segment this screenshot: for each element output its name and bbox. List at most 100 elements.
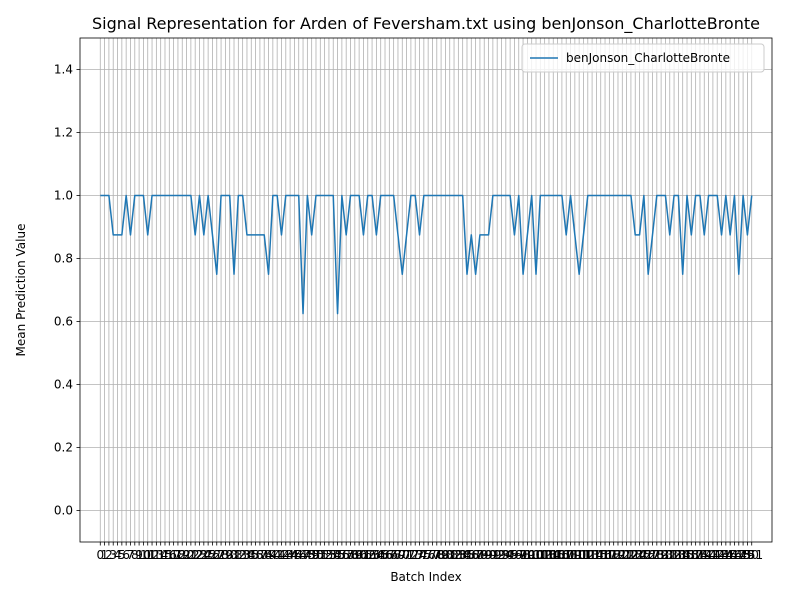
x-tick-label: 72: [403, 548, 418, 562]
x-tick-label: 134: [667, 548, 690, 562]
x-tick-label: 113: [576, 548, 599, 562]
x-tick-label: 23: [192, 548, 207, 562]
x-tick-label: 118: [598, 548, 621, 562]
x-tick-label: 74: [412, 548, 427, 562]
x-tick-label: 97: [511, 548, 526, 562]
x-tick-label: 8: [131, 548, 139, 562]
x-tick-label: 54: [326, 548, 341, 562]
legend: benJonson_CharlotteBronte: [521, 43, 765, 73]
x-tick-label: 49: [304, 548, 319, 562]
legend-label: benJonson_CharlotteBronte: [566, 51, 730, 65]
y-axis-title: Mean Prediction Value: [14, 224, 28, 357]
x-tick-label: 24: [196, 548, 211, 562]
x-tick-label: 116: [589, 548, 612, 562]
x-tick-label: 60: [351, 548, 366, 562]
x-tick-label: 62: [360, 548, 375, 562]
x-tick-label: 28: [213, 548, 228, 562]
x-tick-label: 95: [502, 548, 517, 562]
x-tick-label: 104: [538, 548, 561, 562]
x-tick-label: 9: [135, 548, 143, 562]
x-tick-label: 108: [555, 548, 578, 562]
x-tick-label: 39: [261, 548, 276, 562]
x-tick-label: 18: [170, 548, 185, 562]
x-tick-label: 30: [222, 548, 237, 562]
x-tick-label: 45: [287, 548, 302, 562]
x-tick-label: 87: [468, 548, 483, 562]
x-tick-label: 10: [136, 548, 151, 562]
y-tick-label: 0.0: [54, 504, 73, 518]
x-tick-label: 40: [265, 548, 280, 562]
x-tick-label: 58: [343, 548, 358, 562]
x-tick-label: 71: [399, 548, 414, 562]
x-tick-label: 121: [611, 548, 634, 562]
y-tick-label: 0.6: [54, 315, 73, 329]
x-tick-label: 136: [676, 548, 699, 562]
x-tick-label: 78: [429, 548, 444, 562]
x-tick-label: 31: [226, 548, 241, 562]
x-tick-label: 3: [109, 548, 117, 562]
x-tick-label: 98: [515, 548, 530, 562]
x-tick-label: 37: [252, 548, 267, 562]
x-tick-label: 100: [520, 548, 543, 562]
x-tick-label: 110: [563, 548, 586, 562]
x-tick-label: 142: [701, 548, 724, 562]
y-tick-label: 0.2: [54, 441, 73, 455]
x-tick-label: 6: [122, 548, 130, 562]
x-tick-label: 79: [433, 548, 448, 562]
x-tick-label: 131: [654, 548, 677, 562]
x-tick-label: 57: [339, 548, 354, 562]
x-tick-label: 141: [697, 548, 720, 562]
x-tick-label: 105: [542, 548, 565, 562]
x-axis-title: Batch Index: [390, 570, 461, 584]
x-tick-label: 13: [149, 548, 164, 562]
x-tick-label: 90: [481, 548, 496, 562]
x-tick-label: 7: [127, 548, 135, 562]
x-tick-label: 81: [442, 548, 457, 562]
x-tick-label: 96: [507, 548, 522, 562]
x-tick-label: 129: [645, 548, 668, 562]
x-tick-label: 2: [105, 548, 113, 562]
x-tick-label: 80: [438, 548, 453, 562]
x-tick-label: 73: [408, 548, 423, 562]
x-tick-label: 85: [459, 548, 474, 562]
x-tick-label: 117: [594, 548, 617, 562]
x-tick-label: 70: [395, 548, 410, 562]
x-tick-label: 66: [377, 548, 392, 562]
x-tick-label: 91: [485, 548, 500, 562]
x-tick-label: 89: [477, 548, 492, 562]
x-tick-label: 25: [200, 548, 215, 562]
x-tick-label: 119: [602, 548, 625, 562]
x-tick-label: 43: [278, 548, 293, 562]
x-tick-label: 123: [619, 548, 642, 562]
x-tick-label: 76: [421, 548, 436, 562]
x-tick-label: 44: [282, 548, 297, 562]
x-tick-label: 143: [706, 548, 729, 562]
x-tick-label: 41: [270, 548, 285, 562]
x-tick-label: 56: [334, 548, 349, 562]
x-tick-label: 11: [140, 548, 155, 562]
x-tick-label: 27: [209, 548, 224, 562]
x-tick-label: 84: [455, 548, 470, 562]
y-axis-ticks: 0.0 0.2 0.4 0.6 0.8 1.0 1.2 1.4: [54, 63, 80, 518]
x-tick-label: 114: [581, 548, 604, 562]
x-tick-label: 46: [291, 548, 306, 562]
x-tick-label: 63: [364, 548, 379, 562]
x-tick-label: 33: [235, 548, 250, 562]
x-tick-label: 68: [386, 548, 401, 562]
y-tick-label: 1.0: [54, 189, 73, 203]
x-tick-label: 112: [572, 548, 595, 562]
x-tick-label: 61: [356, 548, 371, 562]
x-tick-label: 127: [637, 548, 660, 562]
x-tick-label: 137: [680, 548, 703, 562]
x-tick-label: 147: [723, 548, 746, 562]
x-tick-label: 50: [308, 548, 323, 562]
x-tick-label: 88: [472, 548, 487, 562]
x-tick-label: 55: [330, 548, 345, 562]
x-tick-label: 99: [520, 548, 535, 562]
x-tick-label: 106: [546, 548, 569, 562]
y-tick-label: 0.4: [54, 378, 73, 392]
x-tick-label: 65: [373, 548, 388, 562]
